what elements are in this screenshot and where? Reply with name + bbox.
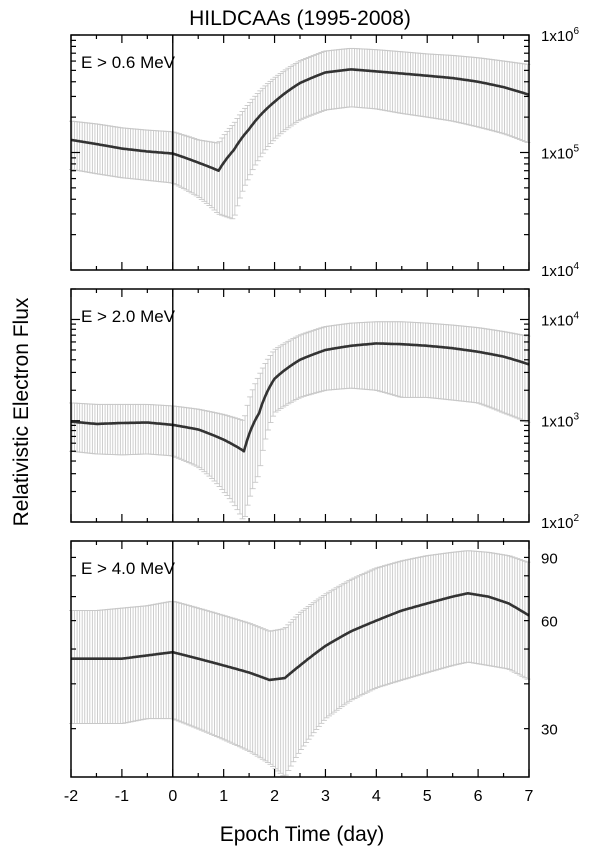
y-tick-mantissa: 90 [541,550,558,567]
y-tick-mantissa: 1x10 [541,515,574,532]
x-tick-label: 3 [321,788,330,805]
panel-1-energy-label: E > 2.0 MeV [81,307,176,326]
y-tick-mantissa: 1x10 [541,312,574,329]
y-tick-label: 1x102 [541,513,580,532]
x-tick-label: -1 [115,788,129,805]
panel-2: 30 60 90 -2 -1 0 1 2 3 4 5 6 7 E > 4.0 MeV [64,540,558,805]
panel-1-error-bars [69,321,531,520]
panel-0-error-bars [69,47,531,220]
x-tick-label: 7 [525,788,534,805]
panel-2-mean-line [70,591,530,682]
y-tick-label: 1x104 [541,310,580,329]
panel-2-error-bars [69,550,531,777]
y-tick-label: 1x103 [541,412,580,431]
x-tick-label: -2 [64,788,78,805]
y-tick-exponent: 5 [574,144,580,155]
y-tick-mantissa: 1x10 [541,263,574,280]
x-tick-label: 6 [474,788,483,805]
panel-1-mean-line [70,342,530,453]
y-tick-exponent: 2 [574,513,580,524]
x-tick-label: 1 [219,788,228,805]
y-tick-exponent: 6 [574,26,580,37]
panel-0-mean-line [70,68,530,172]
y-tick-exponent: 4 [574,261,580,272]
y-tick-label: 60 [541,614,558,631]
y-axis-label: Relativistic Electron Flux [10,297,33,526]
panel-0-energy-label: E > 0.6 MeV [81,53,176,72]
x-tick-label: 0 [168,788,177,805]
y-tick-exponent: 3 [574,412,580,423]
panel-2-energy-label: E > 4.0 MeV [81,559,176,578]
y-tick-mantissa: 1x10 [541,414,574,431]
x-axis-label: Epoch Time (day) [220,823,385,846]
y-tick-mantissa: 60 [541,614,558,631]
y-tick-label: 1x105 [541,144,580,163]
x-tick-label: 5 [423,788,432,805]
y-tick-mantissa: 30 [541,722,558,739]
panel-1-ticks [70,288,530,523]
y-tick-exponent: 4 [574,310,580,321]
x-tick-label: 2 [270,788,279,805]
y-tick-mantissa: 1x10 [541,28,574,45]
panel-2-y-tick-labels: 30 60 90 [541,550,558,738]
panel-2-x-tick-labels: -2 -1 0 1 2 3 4 5 6 7 [64,788,534,805]
y-tick-label: 90 [541,550,558,567]
y-tick-label: 30 [541,722,558,739]
y-tick-mantissa: 1x10 [541,146,574,163]
panel-0-ticks [70,34,530,271]
panel-2-ticks [70,540,530,777]
y-tick-label: 1x106 [541,26,580,45]
chart-title: HILDCAAs (1995-2008) [189,7,411,30]
y-tick-label: 1x104 [541,261,580,280]
x-tick-label: 4 [372,788,381,805]
